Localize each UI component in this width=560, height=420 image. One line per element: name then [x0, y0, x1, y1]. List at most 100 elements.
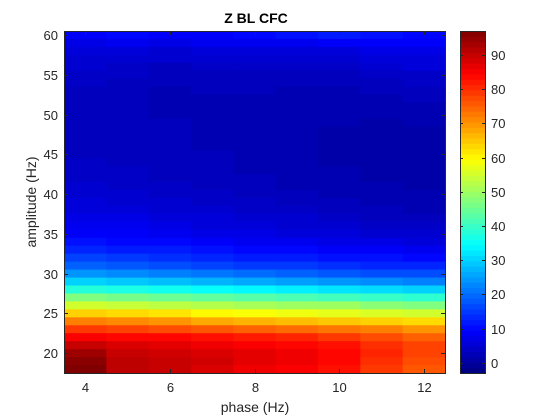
heatmap-cell — [148, 142, 192, 151]
heatmap-cell — [64, 142, 107, 151]
heatmap-cell — [360, 110, 404, 120]
heatmap-cell — [106, 54, 150, 64]
colorbar-band — [460, 116, 485, 123]
heatmap-cell — [233, 341, 277, 350]
heatmap-cell — [318, 213, 361, 223]
heatmap-cell — [318, 285, 361, 295]
heatmap-cell — [275, 110, 319, 120]
colorbar-band — [460, 57, 485, 64]
heatmap-cell — [233, 78, 277, 88]
heatmap-cell — [106, 293, 150, 303]
heatmap-cell — [318, 277, 361, 287]
heatmap-cell — [106, 174, 150, 183]
heatmap-cell — [318, 158, 361, 167]
colorbar-band — [460, 63, 485, 69]
heatmap-cell — [64, 118, 107, 128]
heatmap-cell — [402, 277, 446, 287]
heatmap-cell — [360, 341, 404, 350]
heatmap-cell — [148, 70, 192, 80]
heatmap-cell — [148, 198, 192, 207]
heatmap-cell — [191, 317, 234, 326]
heatmap-cell — [191, 221, 234, 231]
heatmap-cell — [64, 102, 107, 112]
heatmap-cell — [64, 150, 107, 159]
heatmap-cell — [64, 190, 107, 199]
y-axis-ticks: 20 25 30 35 40 45 50 55 60 — [44, 28, 445, 361]
heatmap-cell — [318, 54, 361, 64]
heatmap-cell — [360, 54, 404, 64]
heatmap-cell — [148, 309, 192, 318]
colorbar-band — [460, 298, 485, 305]
heatmap-cell — [148, 213, 192, 223]
heatmap-cell — [148, 78, 192, 88]
colorbar-band — [460, 164, 485, 171]
colorbar-band — [460, 68, 485, 75]
colorbar-band — [460, 244, 485, 251]
heatmap-cell — [106, 38, 150, 48]
heatmap-cell — [318, 333, 361, 342]
heatmap-cell — [318, 341, 361, 350]
heatmap-cell — [318, 357, 361, 366]
heatmap-cell — [402, 118, 446, 128]
heatmap-cell — [402, 62, 446, 72]
heatmap-cell — [275, 229, 319, 239]
heatmap-cell — [64, 46, 107, 56]
heatmap-cell — [402, 285, 446, 295]
heatmap-cell — [64, 198, 107, 207]
heatmap-cell — [275, 293, 319, 303]
heatmap-cell — [233, 198, 277, 207]
heatmap-cell — [318, 78, 361, 88]
heatmap-cell — [148, 341, 192, 350]
heatmap-cell — [64, 78, 107, 88]
colorbar-gradient — [460, 31, 485, 374]
heatmap-cell — [318, 166, 361, 175]
heatmap-cell — [233, 70, 277, 80]
heatmap-cell — [148, 253, 192, 263]
heatmap-cell — [233, 317, 277, 326]
colorbar-band — [460, 356, 485, 363]
heatmap-cell — [148, 285, 192, 295]
heatmap-cell — [233, 86, 277, 96]
heatmap-cell — [148, 349, 192, 358]
heatmap-cell — [64, 325, 107, 334]
heatmap-cell — [402, 357, 446, 366]
heatmap-cell — [275, 333, 319, 342]
heatmap-cell — [233, 118, 277, 128]
heatmap-cell — [191, 134, 234, 143]
heatmap-cell — [233, 261, 277, 271]
colorbar-band — [460, 223, 485, 230]
heatmap-cell — [275, 341, 319, 350]
heatmap-cell — [402, 166, 446, 175]
heatmap-cell — [64, 301, 107, 310]
heatmap-cell — [402, 237, 446, 247]
heatmap-cell — [106, 205, 150, 215]
heatmap-cell — [106, 70, 150, 80]
heatmap-cell — [233, 166, 277, 175]
heatmap-cell — [148, 31, 192, 40]
heatmap-cell — [233, 126, 277, 135]
heatmap-cell — [233, 245, 277, 255]
heatmap-cell — [360, 285, 404, 295]
heatmap-cell — [191, 237, 234, 247]
heatmap-cell — [148, 261, 192, 271]
colorbar-band — [460, 287, 485, 294]
heatmap-cell — [275, 102, 319, 112]
colorbar-band — [460, 180, 485, 187]
colorbar-band — [460, 202, 485, 208]
colorbar-band — [460, 47, 485, 53]
heatmap-cell — [275, 213, 319, 223]
heatmap-cell — [318, 150, 361, 159]
colorbar-band — [460, 292, 485, 299]
heatmap-cell — [191, 341, 234, 350]
heatmap-cell — [233, 46, 277, 56]
heatmap-cell — [148, 182, 192, 191]
heatmap-cell — [360, 277, 404, 287]
heatmap-cell — [318, 198, 361, 207]
heatmap-cell — [64, 158, 107, 167]
y-tick-label: 30 — [44, 267, 58, 282]
heatmap-cell — [233, 333, 277, 342]
heatmap-cell — [318, 237, 361, 247]
heatmap-cell — [64, 333, 107, 342]
heatmap-cell — [233, 158, 277, 167]
heatmap-cell — [148, 134, 192, 143]
